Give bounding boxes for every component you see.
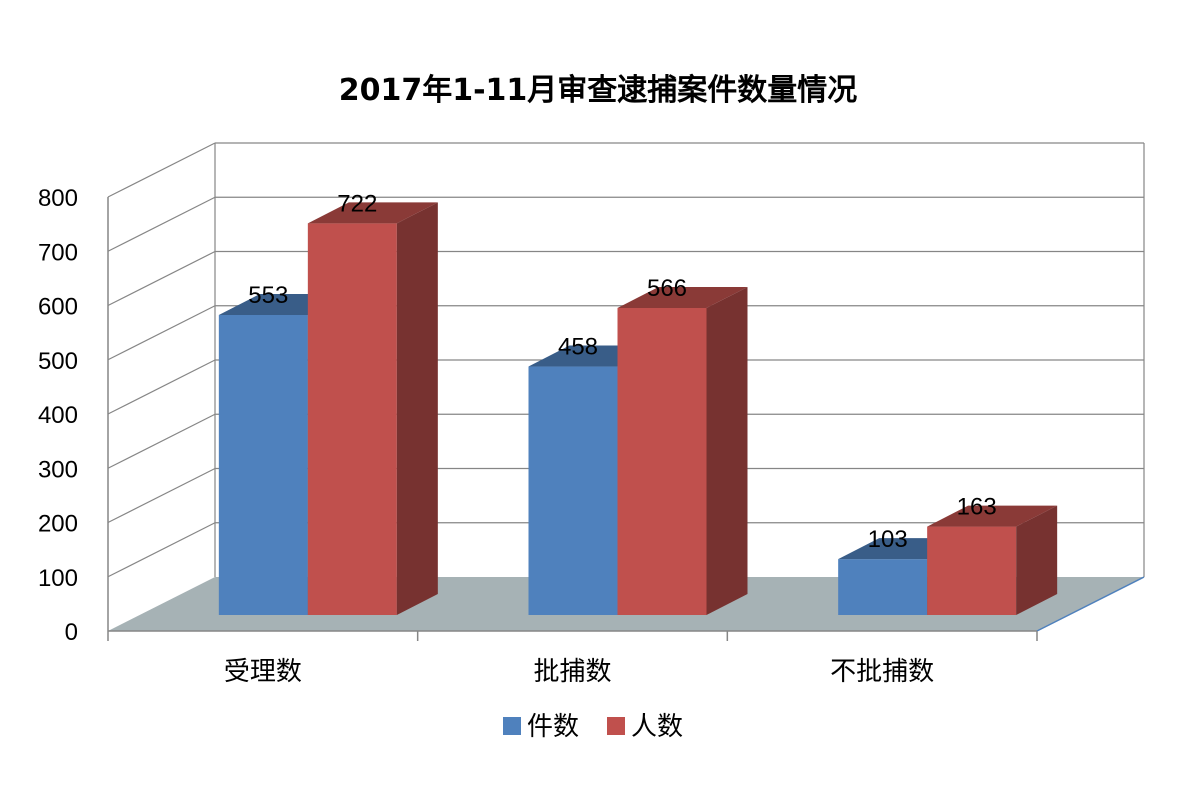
data-label: 553 xyxy=(248,282,288,309)
bar-front xyxy=(528,366,618,615)
y-tick-label: 700 xyxy=(38,239,78,266)
legend-swatch xyxy=(503,717,521,735)
legend-item: 人数 xyxy=(607,712,683,742)
bar-side xyxy=(706,286,748,615)
bar xyxy=(927,505,1058,615)
legend-label: 人数 xyxy=(631,712,683,742)
data-label: 458 xyxy=(558,334,598,361)
bar-front xyxy=(838,559,928,615)
bar-side xyxy=(396,202,438,615)
legend-item: 件数 xyxy=(503,712,579,742)
data-label: 163 xyxy=(957,494,997,521)
data-label: 103 xyxy=(868,526,908,553)
bar-top xyxy=(617,286,748,308)
legend-label: 件数 xyxy=(527,712,579,742)
gridline-side xyxy=(107,305,216,361)
bar xyxy=(617,286,748,615)
bar-front xyxy=(307,223,397,615)
y-tick-label: 600 xyxy=(38,294,78,321)
gridline-side xyxy=(107,196,216,252)
gridline-side xyxy=(107,142,216,198)
y-tick-label: 100 xyxy=(38,565,78,592)
bar-top xyxy=(927,505,1058,527)
y-tick-label: 200 xyxy=(38,511,78,538)
chart-title: 2017年1-11月审查逮捕案件数量情况 xyxy=(339,73,858,108)
data-label: 566 xyxy=(647,275,687,302)
x-tick-label: 受理数 xyxy=(224,657,302,687)
x-tick-label: 不批捕数 xyxy=(830,657,934,687)
y-tick-label: 400 xyxy=(38,402,78,429)
gridline-side xyxy=(107,467,216,524)
y-tick-label: 300 xyxy=(38,456,78,483)
bar-top xyxy=(307,202,438,224)
bar-front xyxy=(927,526,1017,615)
y-tick-label: 0 xyxy=(65,619,78,646)
x-tick-label: 批捕数 xyxy=(533,657,611,687)
y-tick-label: 800 xyxy=(38,185,78,212)
y-tick-label: 500 xyxy=(38,348,78,375)
legend-swatch xyxy=(607,717,625,735)
bar xyxy=(307,202,438,615)
gridline-side xyxy=(107,413,216,469)
bar-front xyxy=(218,314,308,615)
bar-front xyxy=(617,307,707,615)
bar-side xyxy=(1016,505,1058,615)
gridline-side xyxy=(107,522,216,578)
data-label: 722 xyxy=(337,190,377,217)
floor-edge xyxy=(1036,576,1145,632)
gridline-side xyxy=(107,359,216,415)
gridline-side xyxy=(107,250,216,307)
